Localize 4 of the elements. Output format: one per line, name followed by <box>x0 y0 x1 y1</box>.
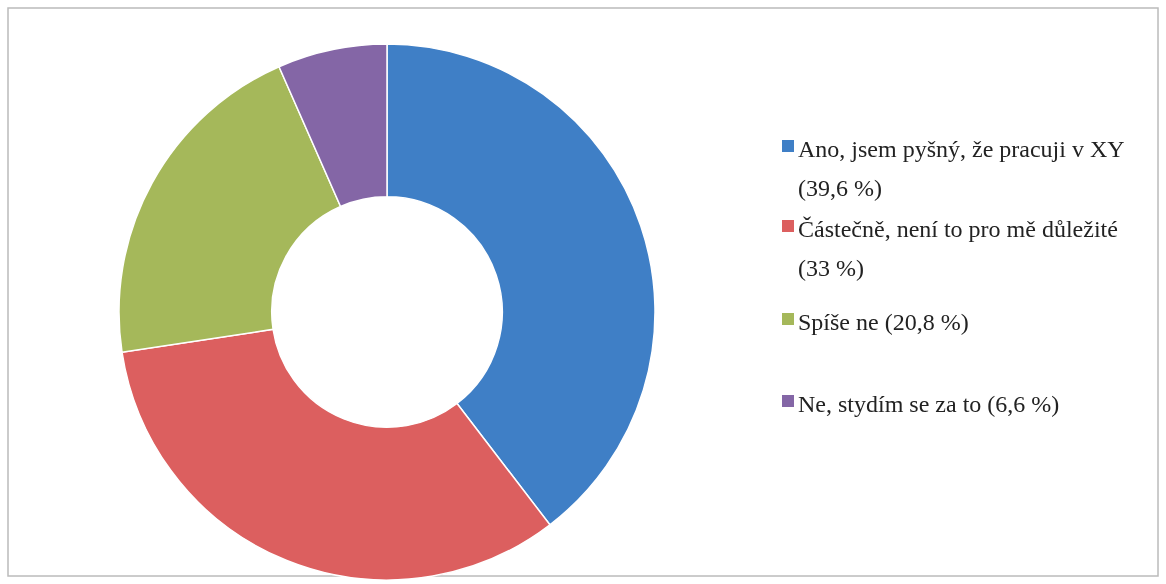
legend-label: Ano, jsem pyšný, že pracuji v XY (39,6 %) <box>798 136 1125 201</box>
legend-label: Částečně, není to pro mě důležité (33 %) <box>798 216 1118 281</box>
legend-label: Spíše ne (20,8 %) <box>798 309 969 335</box>
legend-label: Ne, stydím se za to (6,6 %) <box>798 391 1060 417</box>
